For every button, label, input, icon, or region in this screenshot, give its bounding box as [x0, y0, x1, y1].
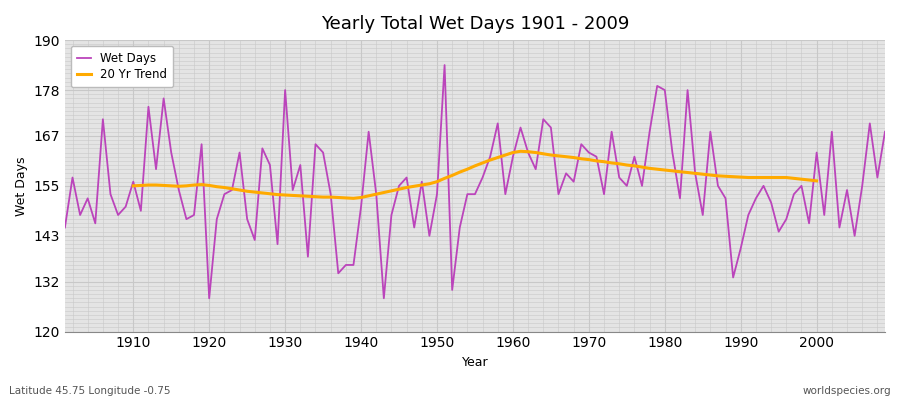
20 Yr Trend	[811, 178, 822, 183]
Wet Days	[340, 262, 351, 267]
20 Yr Trend	[128, 184, 139, 188]
Line: Wet Days: Wet Days	[65, 65, 885, 298]
20 Yr Trend	[348, 196, 359, 201]
Line: 20 Yr Trend: 20 Yr Trend	[133, 151, 816, 198]
Title: Yearly Total Wet Days 1901 - 2009: Yearly Total Wet Days 1901 - 2009	[320, 15, 629, 33]
Legend: Wet Days, 20 Yr Trend: Wet Days, 20 Yr Trend	[71, 46, 173, 87]
Text: Latitude 45.75 Longitude -0.75: Latitude 45.75 Longitude -0.75	[9, 386, 170, 396]
20 Yr Trend	[212, 184, 222, 189]
20 Yr Trend	[515, 149, 526, 154]
X-axis label: Year: Year	[462, 356, 489, 369]
Y-axis label: Wet Days: Wet Days	[15, 156, 28, 216]
Wet Days	[439, 63, 450, 68]
Wet Days	[121, 204, 131, 209]
Wet Days	[59, 225, 70, 230]
Wet Days	[515, 125, 526, 130]
20 Yr Trend	[302, 194, 313, 199]
Wet Days	[203, 296, 214, 301]
Wet Days	[614, 175, 625, 180]
Wet Days	[295, 163, 306, 168]
Text: worldspecies.org: worldspecies.org	[803, 386, 891, 396]
20 Yr Trend	[804, 178, 814, 182]
20 Yr Trend	[720, 174, 731, 179]
20 Yr Trend	[538, 151, 549, 156]
Wet Days	[523, 150, 534, 155]
20 Yr Trend	[287, 193, 298, 198]
Wet Days	[879, 129, 890, 134]
